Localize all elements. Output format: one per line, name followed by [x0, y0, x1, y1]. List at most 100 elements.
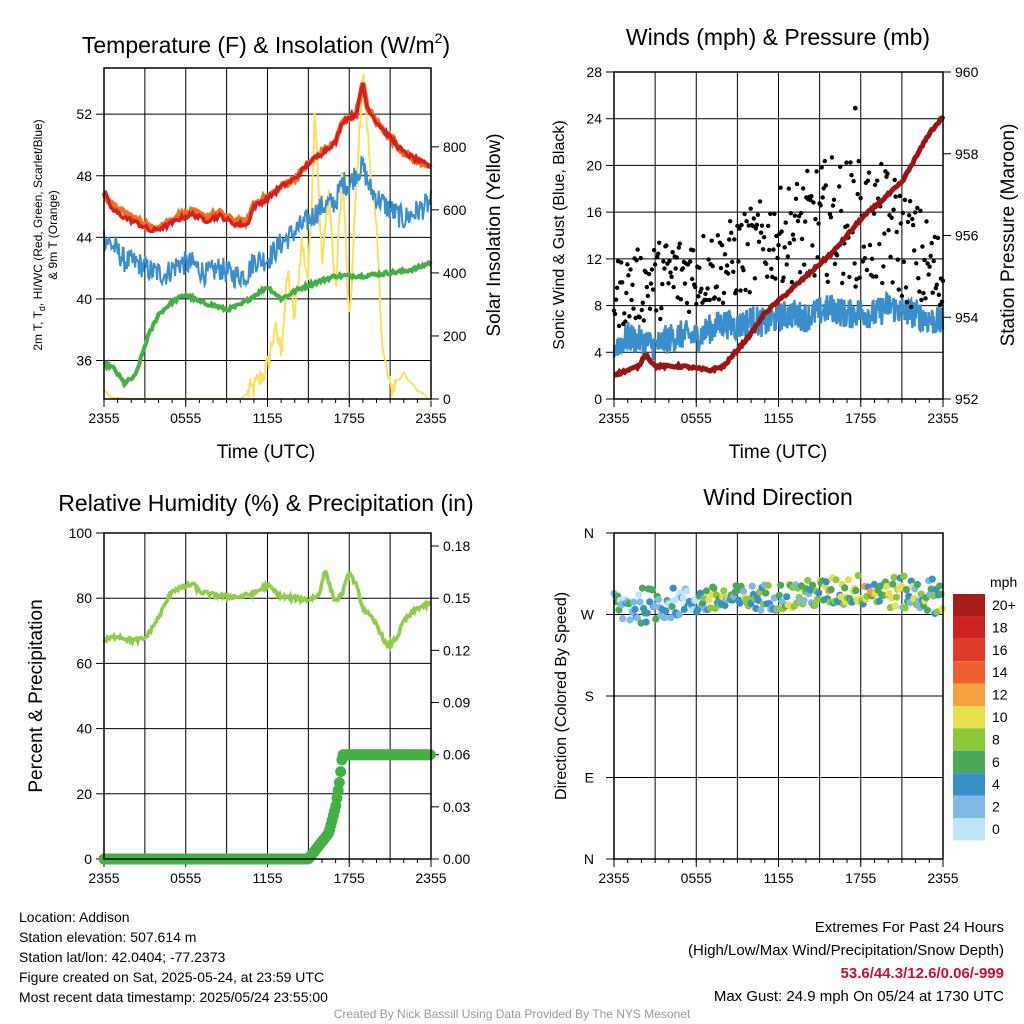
temperature-xlabel: Time (UTC)	[217, 442, 316, 463]
gust-dot	[670, 250, 675, 255]
wind-ytick-label: 16	[586, 204, 602, 220]
colorbar-label: 10	[992, 709, 1008, 725]
gust-dot	[898, 221, 903, 226]
direction-dot	[631, 605, 639, 613]
gust-dot	[673, 266, 678, 271]
direction-dot	[721, 601, 729, 610]
gust-dot	[813, 216, 818, 222]
pressure-y2tick-label: 956	[955, 228, 979, 244]
gust-dot	[920, 244, 925, 249]
direction-dot	[841, 584, 849, 592]
gust-dot	[701, 233, 706, 239]
precip-y2tick-label: 0.00	[443, 851, 470, 867]
solar-y2tick-label: 400	[443, 265, 467, 281]
precip-y2tick-label: 0.06	[443, 747, 470, 763]
gust-dot	[864, 267, 870, 273]
gust-dot	[892, 177, 897, 183]
gust-dot	[794, 181, 800, 187]
gust-dot	[828, 215, 834, 220]
gust-dot	[877, 241, 882, 247]
gust-dot	[761, 235, 767, 240]
direction-dot	[619, 615, 627, 623]
gust-dot	[907, 199, 913, 204]
gust-dot	[759, 223, 765, 228]
gust-dot	[924, 219, 929, 224]
gust-dot	[651, 247, 657, 253]
direction-dot	[901, 604, 909, 612]
colorbar-swatch	[953, 594, 985, 617]
temp-xtick-label: 2355	[88, 410, 119, 426]
gust-dot	[639, 307, 644, 313]
gust-dot	[862, 256, 868, 261]
gust-dot	[758, 230, 764, 235]
gust-dot	[793, 196, 799, 201]
direction-dot	[757, 606, 765, 614]
gust-dot	[712, 295, 717, 300]
gust-dot	[644, 284, 650, 290]
gust-dot	[660, 281, 665, 287]
gust-dot	[840, 280, 845, 286]
precip-y2tick-label: 0.03	[443, 799, 470, 815]
gust-dot	[635, 247, 640, 252]
temp-xtick-label: 1755	[334, 410, 365, 426]
rh-ytick-label: 80	[76, 590, 92, 606]
gust-dot	[627, 314, 632, 319]
colorbar-label: 16	[992, 642, 1008, 658]
gust-dot	[648, 281, 654, 286]
gust-dot	[786, 186, 791, 191]
gust-dot	[682, 281, 688, 286]
gust-dot	[788, 211, 793, 216]
direction-dot	[832, 576, 840, 584]
gust-dot	[686, 309, 692, 314]
direction-dot	[736, 599, 744, 607]
gust-dot	[825, 279, 830, 284]
gust-dot	[847, 274, 852, 280]
direction-dot	[754, 596, 762, 604]
gust-dot	[904, 300, 910, 305]
gust-dot	[928, 253, 933, 259]
precip-y2tick-label: 0.18	[443, 538, 470, 554]
colorbar-swatch	[953, 706, 985, 729]
temp-xtick-label: 1155	[252, 410, 282, 426]
gust-dot	[714, 284, 719, 289]
direction-dot	[638, 584, 647, 592]
gust-dot	[841, 271, 846, 276]
gust-dot	[889, 215, 894, 220]
dewpoint-line	[103, 259, 433, 389]
colorbar-swatch	[953, 795, 985, 818]
direction-dot	[720, 587, 728, 595]
extremes-title: Extremes For Past 24 Hours	[814, 919, 1004, 936]
colorbar-swatch	[953, 661, 985, 684]
gust-dot	[649, 267, 655, 272]
gust-dot	[834, 253, 840, 258]
gust-dot	[803, 219, 808, 224]
gust-dot	[764, 261, 769, 266]
gust-dot	[694, 301, 699, 307]
gust-dot	[882, 231, 887, 236]
precip-dot	[335, 766, 347, 778]
gust-dot	[630, 282, 635, 287]
gust-dot	[766, 223, 771, 229]
direction-dot	[642, 618, 650, 626]
gust-dot	[919, 297, 924, 303]
gust-dot	[844, 160, 849, 165]
gust-dot	[720, 300, 726, 305]
temp-xtick-label: 0555	[170, 410, 201, 426]
gust-dot	[629, 297, 634, 303]
gust-dot	[927, 264, 932, 269]
gust-dot	[731, 269, 736, 274]
wind-ytick-label: 24	[586, 111, 602, 127]
gust-dot	[923, 296, 928, 301]
gust-dot	[916, 276, 921, 281]
gust-dot	[798, 210, 804, 216]
direction-dot	[668, 603, 676, 611]
direction-dot	[800, 596, 808, 604]
gust-dot	[809, 194, 814, 199]
gust-dot	[895, 257, 900, 262]
rh-plot-border	[103, 532, 432, 860]
temp-ytick-label: 44	[76, 229, 92, 245]
gust-dot	[934, 282, 939, 287]
gust-dot	[728, 219, 733, 224]
gust-dot	[872, 182, 878, 188]
rh-xtick-label: 1755	[334, 870, 365, 886]
